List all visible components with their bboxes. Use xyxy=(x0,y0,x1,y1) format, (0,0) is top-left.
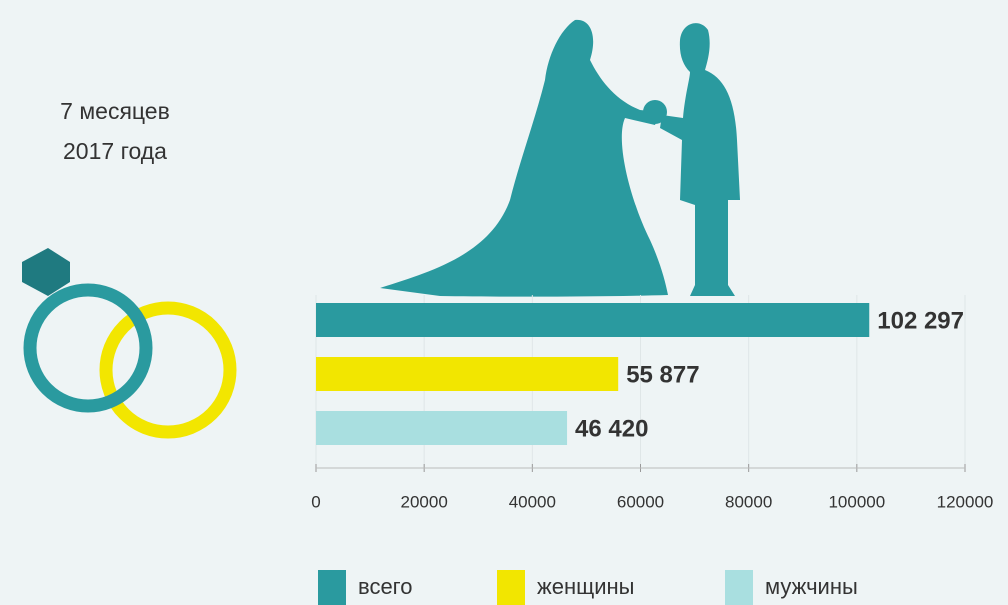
legend-label: женщины xyxy=(537,574,634,599)
value-label: 55 877 xyxy=(626,361,699,388)
rings-icon xyxy=(22,248,237,439)
x-tick-label: 40000 xyxy=(509,492,556,511)
x-tick-label: 100000 xyxy=(828,492,885,511)
legend-label: мужчины xyxy=(765,574,858,599)
value-label: 102 297 xyxy=(877,307,964,334)
bar xyxy=(316,303,870,337)
x-tick-label: 80000 xyxy=(725,492,772,511)
legend-swatch xyxy=(497,570,525,605)
x-tick-label: 60000 xyxy=(617,492,664,511)
annotation: 2017 года xyxy=(63,138,167,164)
annotation: 7 месяцев xyxy=(60,98,170,124)
x-tick-label: 120000 xyxy=(937,492,994,511)
legend-label: всего xyxy=(358,574,412,599)
legend-swatch xyxy=(725,570,753,605)
bar xyxy=(316,411,568,445)
x-tick-label: 0 xyxy=(311,492,320,511)
bar xyxy=(316,357,619,391)
value-label: 46 420 xyxy=(575,415,648,442)
couple-silhouette xyxy=(380,19,740,297)
legend-swatch xyxy=(318,570,346,605)
x-tick-label: 20000 xyxy=(401,492,448,511)
